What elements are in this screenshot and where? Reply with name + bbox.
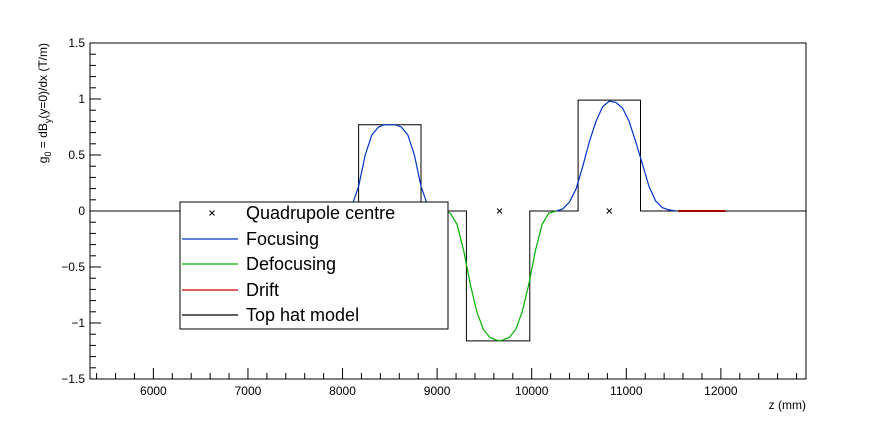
x-tick-label: 9000	[424, 384, 451, 398]
legend: Quadrupole centre Focusing Defocusing Drift…	[179, 201, 449, 330]
y-axis-ticks	[90, 42, 101, 380]
x-tick-label: 8000	[329, 384, 356, 398]
legend-label: Focusing	[246, 229, 319, 249]
y-tick-label: 1.5	[68, 36, 85, 50]
legend-entries: Quadrupole centre Focusing Defocusing Drift…	[182, 203, 395, 325]
focusing-line	[556, 100, 677, 212]
x-tick-label: 11000	[610, 384, 643, 398]
focusing-line	[345, 124, 435, 212]
legend-label: Drift	[246, 280, 279, 300]
quadrupole-centre-marker	[496, 208, 503, 214]
x-tick-label: 7000	[235, 384, 262, 398]
y-tick-label: −1	[71, 316, 85, 330]
legend-label: Defocusing	[246, 254, 336, 274]
y-tick-label: −1.5	[61, 372, 85, 386]
x-axis-ticks	[96, 368, 798, 379]
legend-label: Quadrupole centre	[246, 203, 395, 223]
y-tick-label: 0.5	[68, 148, 85, 162]
y-axis-tick-labels: −1.5 −1 −0.5 0 0.5 1 1.5	[61, 36, 85, 386]
x-axis-title: z (mm)	[769, 398, 806, 412]
legend-label: Top hat model	[246, 305, 359, 325]
legend-box	[179, 201, 449, 330]
x-tick-label: 10000	[515, 384, 549, 398]
x-tick-label: 6000	[140, 384, 167, 398]
legend-marker	[209, 210, 215, 216]
x-axis-tick-labels: 6000 7000 8000 9000 10000 11000 12000	[140, 384, 738, 398]
y-tick-label: 1	[78, 92, 85, 106]
x-tick-label: 12000	[704, 384, 738, 398]
y-axis-title: g0 = dBy(y=0)/dx (T/m)	[36, 43, 53, 163]
y-tick-label: −0.5	[61, 260, 85, 274]
quadrupole-centre-marker	[606, 208, 613, 214]
defocusing-line	[443, 210, 557, 342]
y-tick-label: 0	[78, 204, 85, 218]
